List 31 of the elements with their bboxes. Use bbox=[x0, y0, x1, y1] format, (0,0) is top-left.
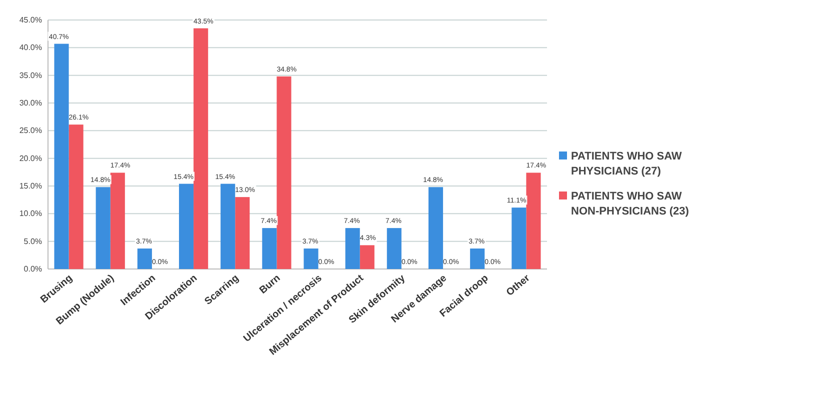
y-tick-label: 25.0% bbox=[19, 126, 42, 136]
bar bbox=[178, 184, 194, 269]
y-tick-label: 45.0% bbox=[19, 16, 42, 25]
bar bbox=[220, 184, 236, 269]
bar bbox=[345, 228, 360, 269]
bar bbox=[428, 187, 444, 269]
bar bbox=[110, 172, 125, 269]
y-tick-label: 10.0% bbox=[19, 209, 42, 218]
y-tick-label: 35.0% bbox=[19, 70, 42, 80]
legend-label: PATIENTS WHO SAW PHYSICIANS (27) bbox=[571, 150, 682, 178]
bar bbox=[262, 228, 277, 269]
bar bbox=[360, 245, 374, 269]
y-tick-label: 0.0% bbox=[24, 264, 42, 274]
bar bbox=[96, 187, 110, 269]
bar bbox=[54, 44, 69, 269]
bar bbox=[194, 28, 208, 269]
bar bbox=[276, 76, 292, 269]
bar bbox=[526, 172, 541, 269]
bar bbox=[137, 248, 152, 269]
legend-label: PATIENTS WHO SAW NON-PHYSICIANS (23) bbox=[571, 190, 690, 218]
y-tick-label: 15.0% bbox=[19, 182, 42, 191]
y-tick-label: 40.0% bbox=[19, 43, 42, 52]
bar bbox=[235, 197, 250, 269]
bar bbox=[470, 248, 485, 269]
y-tick-label: 20.0% bbox=[19, 154, 42, 163]
bar bbox=[386, 228, 402, 269]
y-tick-label: 30.0% bbox=[19, 98, 42, 108]
bar bbox=[512, 208, 526, 269]
y-tick-label: 5.0% bbox=[24, 236, 42, 246]
bar bbox=[68, 124, 84, 269]
bar bbox=[304, 248, 318, 269]
